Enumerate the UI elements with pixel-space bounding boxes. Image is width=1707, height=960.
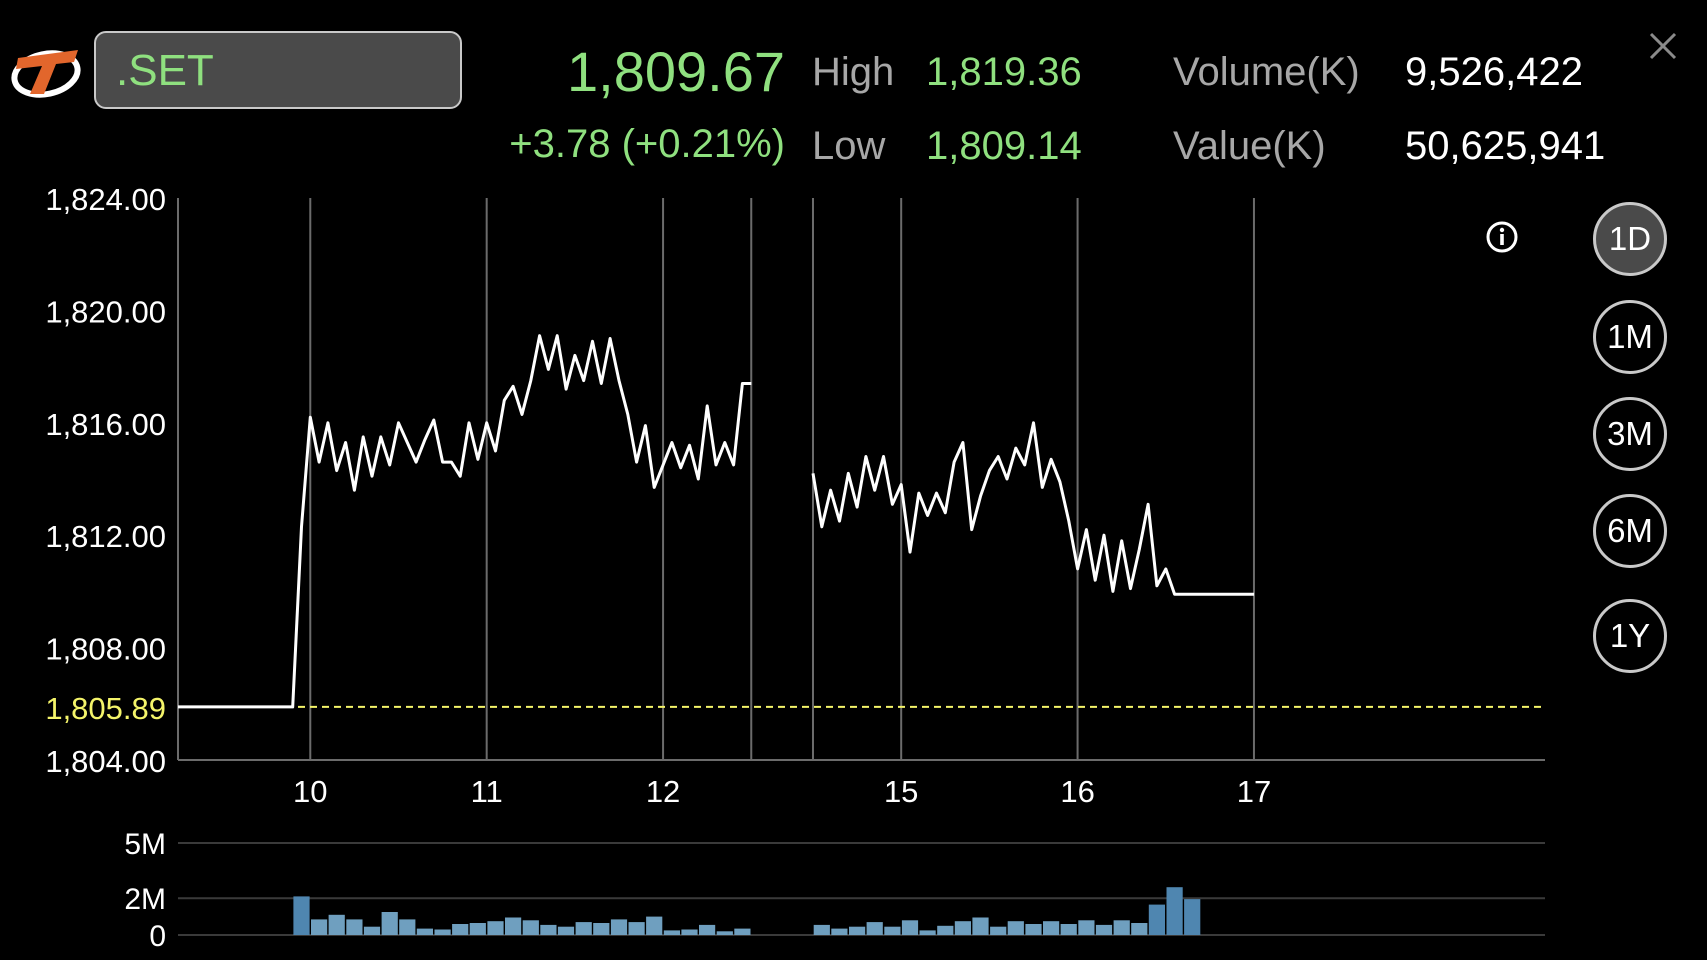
volume-bar — [884, 926, 901, 935]
volume-bar — [954, 921, 971, 935]
volume-bar — [399, 919, 416, 935]
volume-bar — [1148, 904, 1165, 935]
volume-bar — [487, 921, 504, 935]
prev-close-label: 1,805.89 — [45, 691, 166, 726]
volume-value: 9,526,422 — [1405, 50, 1583, 94]
volume-bar — [901, 920, 919, 935]
volume-bar — [557, 926, 575, 935]
high-value: 1,819.36 — [926, 50, 1082, 94]
volume-bar — [363, 926, 381, 935]
value-label: Value(K) — [1173, 124, 1326, 168]
symbol-text: .SET — [116, 46, 214, 95]
price-x-tick-label: 15 — [884, 774, 918, 809]
volume-bar — [972, 917, 989, 935]
price-x-tick-label: 11 — [471, 774, 503, 809]
volume-bar — [575, 922, 592, 935]
volume-y-tick-label: 2M — [124, 883, 166, 916]
volume-label: Volume(K) — [1173, 50, 1360, 94]
volume-bar — [293, 896, 310, 935]
volume-bar — [416, 928, 433, 935]
volume-bar — [1025, 924, 1042, 935]
volume-bar — [1060, 924, 1077, 935]
price-y-tick-label: 1,808.00 — [45, 632, 166, 667]
volume-bar — [866, 922, 883, 935]
volume-bar — [1184, 899, 1201, 935]
high-label: High — [812, 50, 895, 94]
info-icon[interactable] — [1485, 220, 1519, 254]
price-y-tick-label: 1,812.00 — [45, 519, 166, 554]
volume-y-tick-label: 5M — [124, 828, 166, 861]
volume-bar — [990, 926, 1007, 935]
price-line-afternoon — [811, 421, 1254, 596]
volume-bar — [610, 919, 628, 935]
close-icon[interactable] — [1645, 28, 1681, 64]
volume-bar — [346, 919, 363, 935]
price-y-tick-label: 1,820.00 — [45, 294, 166, 329]
price-y-tick-label: 1,804.00 — [45, 744, 166, 779]
volume-bar — [734, 928, 751, 935]
price-x-tick-label: 17 — [1237, 774, 1271, 809]
volume-bar — [1078, 920, 1095, 935]
volume-bar — [540, 924, 557, 935]
volume-bar — [1166, 887, 1183, 935]
period-button-6m[interactable]: 6M — [1593, 494, 1667, 568]
volume-bar — [937, 925, 954, 935]
symbol-search-box[interactable]: .SET — [94, 31, 462, 109]
volume-bar — [716, 931, 733, 935]
volume-bar — [628, 922, 645, 935]
last-price: 1,809.67 — [567, 40, 785, 103]
volume-bar — [593, 923, 610, 935]
volume-bar — [1113, 920, 1130, 935]
volume-bar — [1131, 923, 1148, 935]
volume-bar — [469, 923, 486, 935]
volume-bar — [1007, 921, 1024, 935]
volume-bar — [681, 929, 698, 935]
value-value: 50,625,941 — [1405, 124, 1606, 168]
volume-bar — [452, 924, 469, 935]
low-label: Low — [812, 124, 886, 168]
volume-bar — [311, 919, 328, 935]
low-value: 1,809.14 — [926, 124, 1082, 168]
volume-bar — [849, 926, 866, 935]
volume-y-tick-label: 0 — [149, 920, 166, 953]
price-line-morning — [178, 334, 752, 709]
volume-bar — [919, 930, 936, 935]
price-x-tick-label: 10 — [293, 774, 327, 809]
period-button-1m[interactable]: 1M — [1593, 300, 1667, 374]
period-button-1y[interactable]: 1Y — [1593, 599, 1667, 673]
volume-bar — [434, 929, 451, 935]
volume-bar — [505, 917, 522, 935]
price-x-tick-label: 16 — [1060, 774, 1094, 809]
brand-logo-icon — [11, 50, 81, 98]
price-y-tick-label: 1,824.00 — [45, 182, 166, 217]
period-button-1d[interactable]: 1D — [1593, 202, 1667, 276]
volume-bar — [1095, 924, 1113, 935]
volume-bar — [663, 930, 680, 935]
volume-bar — [381, 912, 398, 935]
volume-bar — [1043, 921, 1060, 935]
volume-bar — [813, 924, 830, 935]
volume-bar — [328, 914, 345, 935]
volume-bar — [831, 928, 848, 935]
price-y-tick-label: 1,816.00 — [45, 407, 166, 442]
price-x-tick-label: 12 — [646, 774, 680, 809]
volume-bar — [646, 916, 663, 935]
price-change: +3.78 (+0.21%) — [509, 122, 785, 166]
period-button-3m[interactable]: 3M — [1593, 397, 1667, 471]
volume-bar — [699, 924, 716, 935]
volume-bar — [522, 920, 539, 935]
